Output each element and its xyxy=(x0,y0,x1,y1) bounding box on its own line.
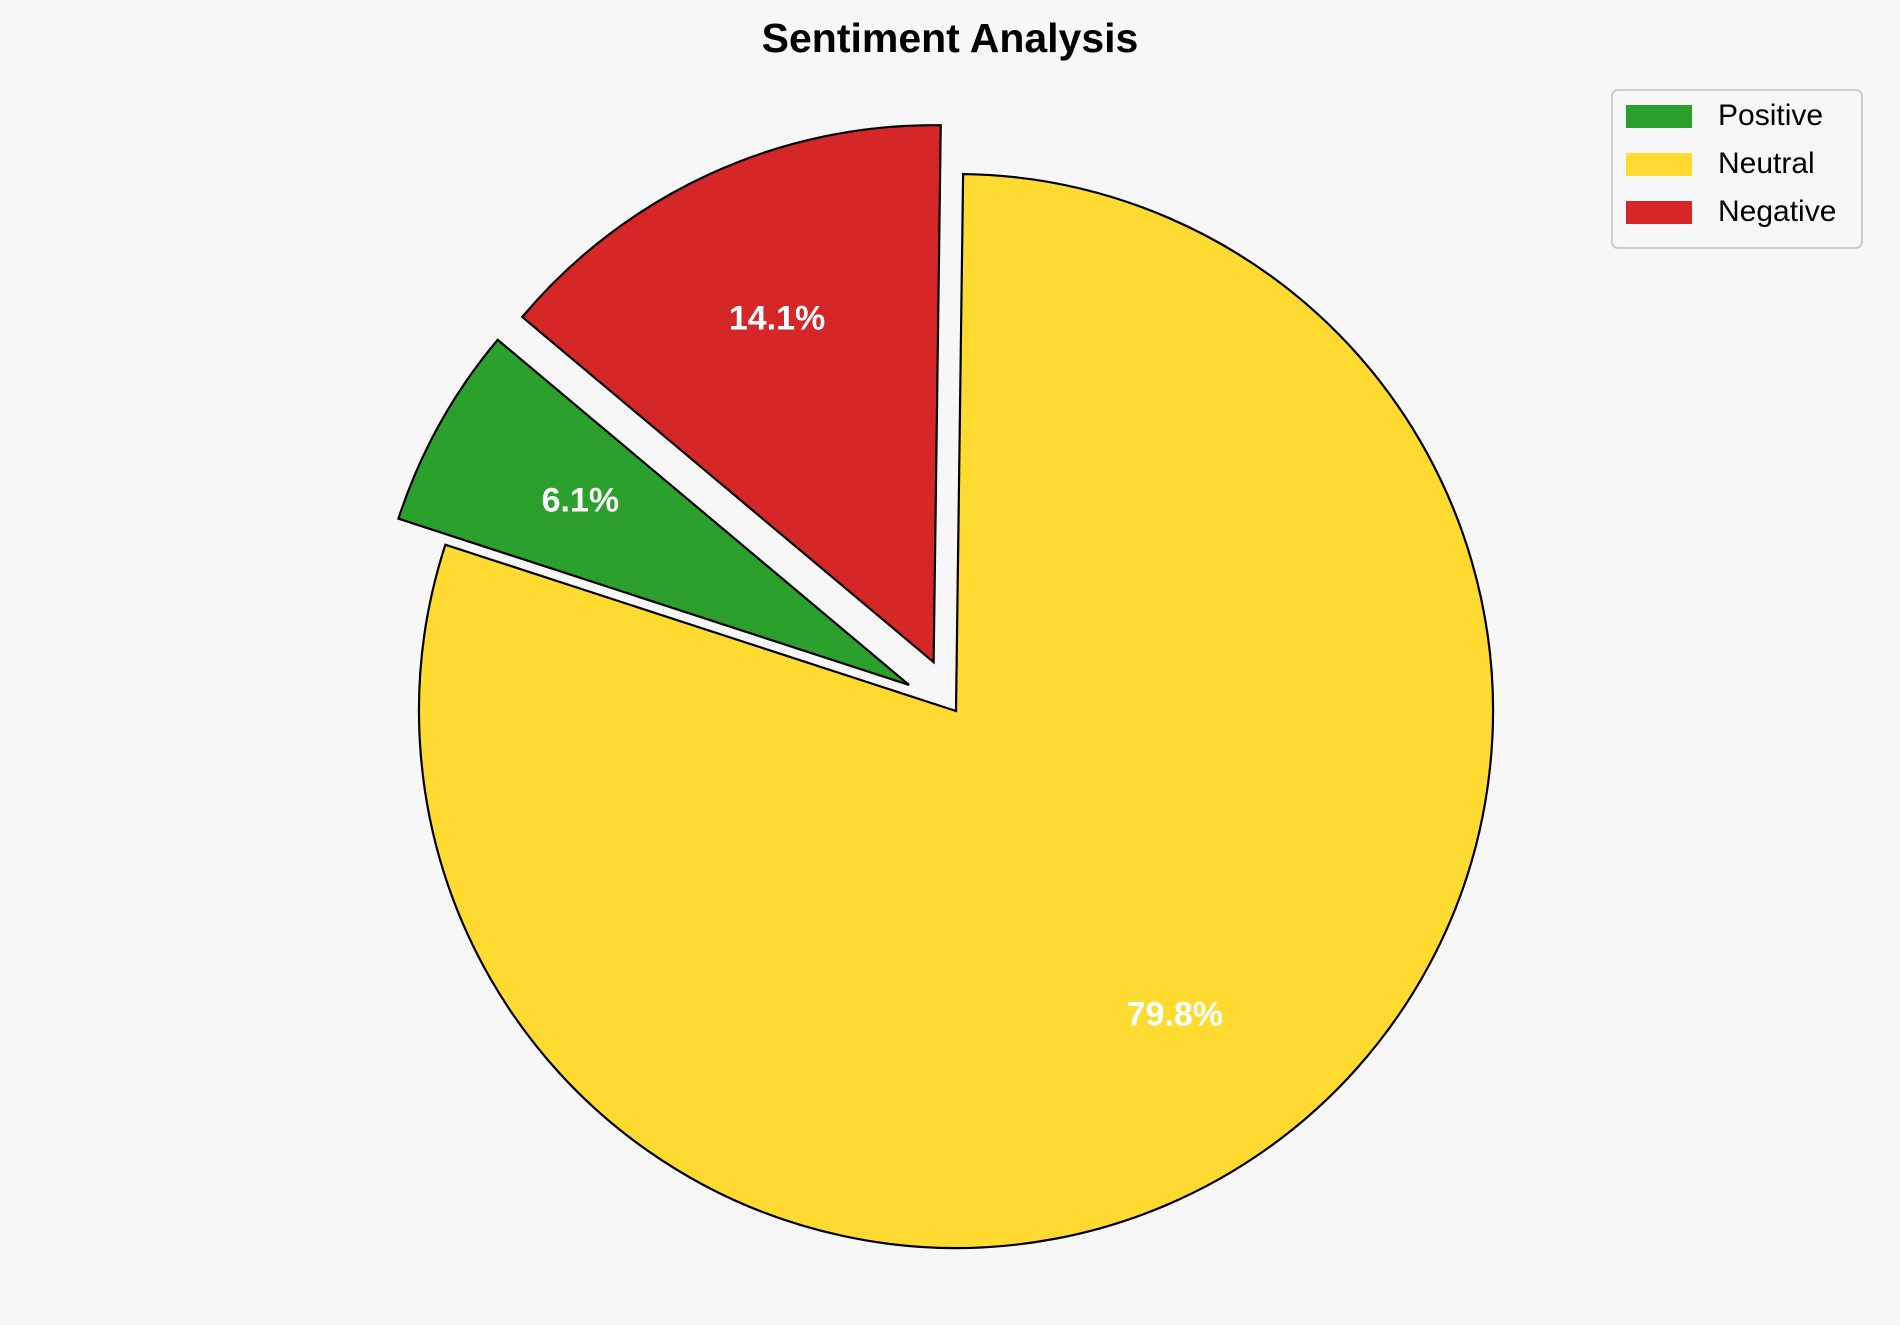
pie: 6.1% 79.8% 14.1% xyxy=(397,124,1495,1250)
value-label: 14.1% xyxy=(729,299,825,337)
legend-label: Neutral xyxy=(1718,147,1815,180)
legend-swatch xyxy=(1626,153,1692,176)
legend-swatch xyxy=(1626,105,1692,128)
legend: Positive Neutral Negative xyxy=(1611,89,1863,249)
chart-title: Sentiment Analysis xyxy=(762,15,1139,61)
legend-swatch xyxy=(1626,201,1692,224)
value-label: 6.1% xyxy=(542,482,620,520)
legend-label: Negative xyxy=(1718,195,1836,228)
pie-slice xyxy=(520,124,942,665)
pie-slice xyxy=(397,338,910,686)
value-label: 79.8% xyxy=(1127,996,1223,1034)
pie-slice xyxy=(417,172,1495,1250)
legend-label: Positive xyxy=(1718,99,1823,132)
